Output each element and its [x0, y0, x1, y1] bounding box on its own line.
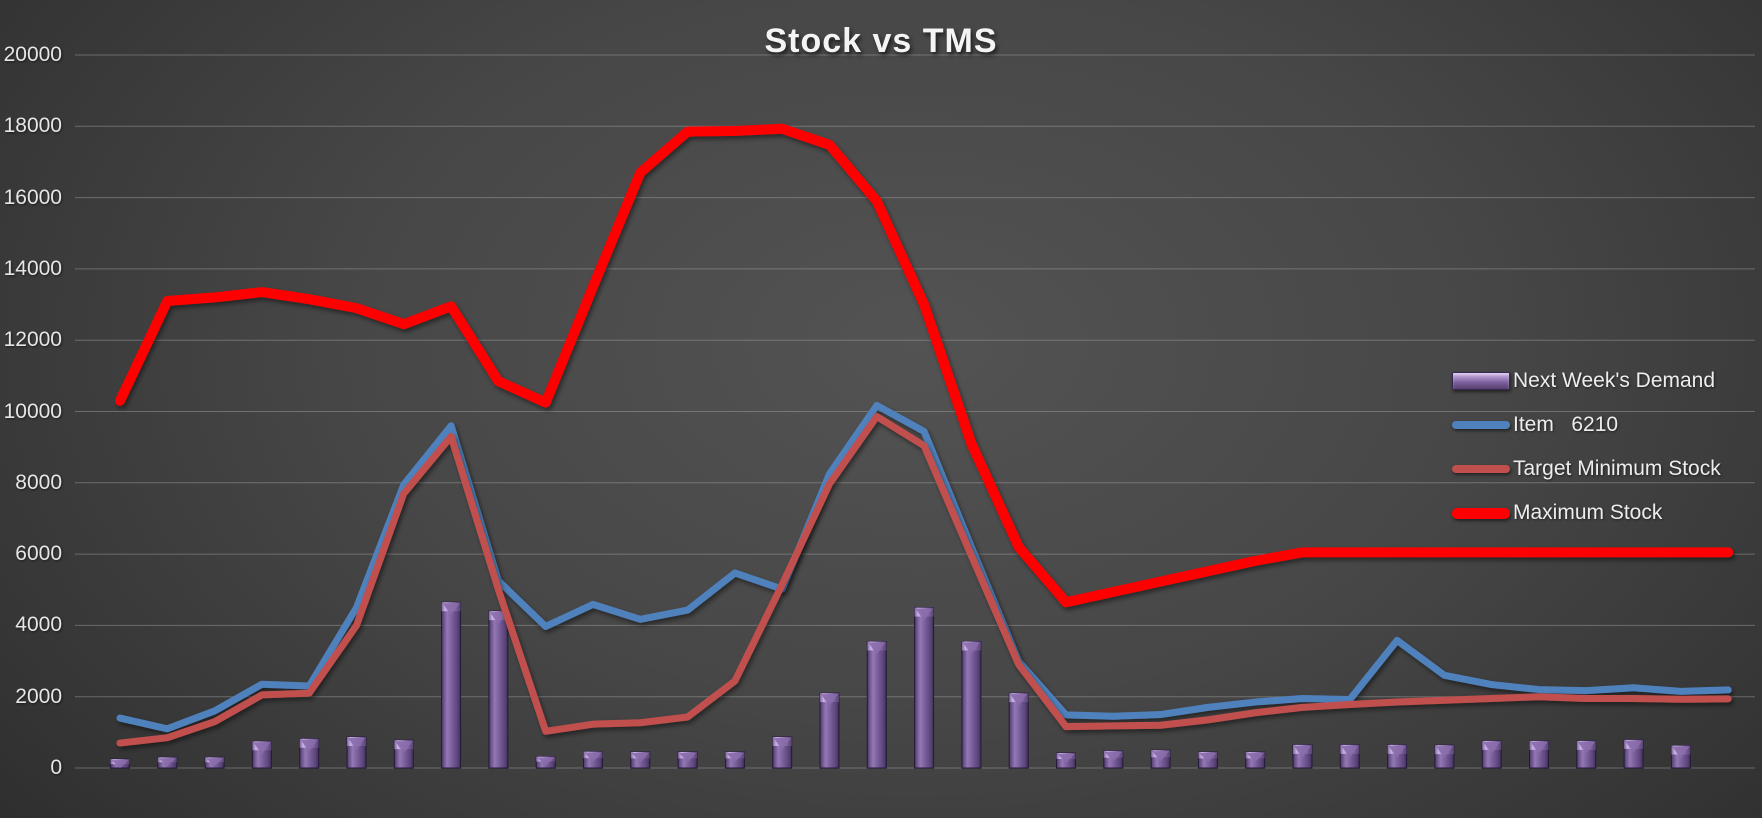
y-axis-label: 2000 — [15, 684, 62, 708]
y-axis-label: 4000 — [15, 613, 62, 637]
y-axis-label: 16000 — [3, 185, 62, 209]
line-series-group — [115, 123, 1734, 747]
y-axis-label: 0 — [50, 756, 62, 779]
y-axis-label: 10000 — [3, 399, 62, 423]
legend-item-item-6210: Item 6210 — [1452, 412, 1721, 438]
y-axis-label: 6000 — [15, 542, 62, 566]
legend-label: Item 6210 — [1513, 413, 1619, 436]
legend-label: Target Minimum Stock — [1513, 457, 1721, 480]
bar-series-next-weeks-demand — [110, 601, 1691, 769]
legend-label: Next Week's Demand — [1513, 369, 1716, 392]
chart-title: Stock vs TMS — [764, 22, 998, 60]
y-axis-label: 8000 — [15, 470, 62, 494]
legend-swatch-line-icon — [1452, 465, 1510, 473]
legend-swatch-line-icon — [1452, 507, 1510, 519]
legend-swatch-line-icon — [1452, 421, 1510, 429]
legend-label: Maximum Stock — [1513, 501, 1663, 524]
y-axis-label: 12000 — [3, 328, 62, 352]
legend: Next Week's Demand Item 6210 Target Mini… — [1452, 368, 1721, 526]
y-axis-label: 20000 — [3, 43, 62, 66]
legend-item-maximum-stock: Maximum Stock — [1452, 500, 1721, 526]
legend-swatch-bar-icon — [1452, 372, 1510, 390]
legend-item-target-minimum-stock: Target Minimum Stock — [1452, 456, 1721, 482]
y-axis-label: 18000 — [3, 114, 62, 138]
y-axis-label: 14000 — [3, 256, 62, 280]
legend-item-next-weeks-demand: Next Week's Demand — [1452, 368, 1721, 394]
